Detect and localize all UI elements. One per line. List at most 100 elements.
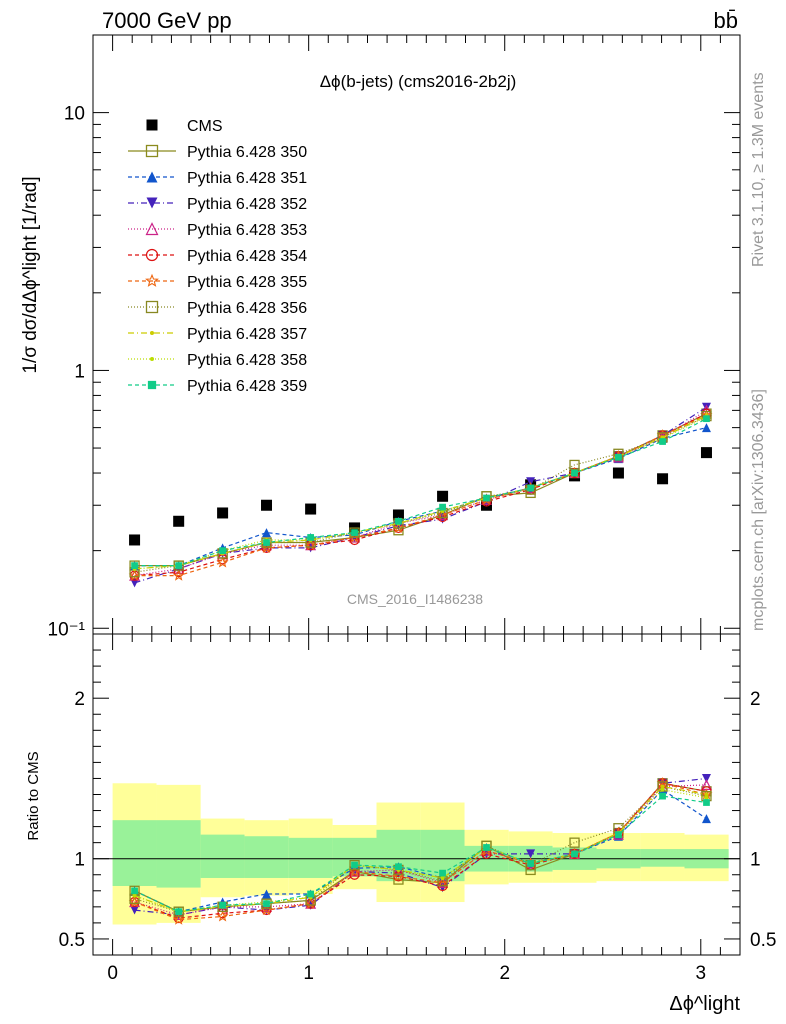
legend-marker-s355: [145, 273, 159, 287]
data-point-s359: [395, 517, 402, 525]
data-point-cms: [261, 499, 273, 511]
data-point-cms: [437, 490, 449, 502]
uncertainty-band-inner: [244, 836, 289, 878]
legend-entry-cms: CMS: [146, 118, 223, 135]
data-point-s359: [703, 415, 710, 423]
data-point-s359: [615, 454, 622, 461]
legend-marker-s353: [145, 222, 159, 236]
main-y-tick-label: 10: [64, 104, 85, 125]
ratio-line-s353: [134, 784, 707, 916]
ratio-y-tick-label: 0.5: [59, 930, 85, 951]
series-line-s357: [134, 414, 707, 570]
ratio-point-s359: [219, 901, 226, 909]
legend-marker-s356: [145, 300, 159, 314]
legend-label-s358: Pythia 6.428 358: [187, 352, 307, 369]
data-point-s359: [483, 494, 490, 502]
uncertainty-band-inner: [156, 820, 201, 888]
main-panel: 10⁻¹ 1 10: [48, 34, 741, 640]
legend-label-s356: Pythia 6.428 356: [187, 300, 307, 317]
ratio-point-s359: [175, 908, 183, 916]
legend-label-s353: Pythia 6.428 353: [187, 222, 307, 239]
legend-entry-s355: Pythia 6.428 355: [128, 273, 307, 291]
ratio-y-tick-label-right: 1: [750, 850, 761, 871]
main-y-tick-label: 1: [74, 361, 85, 382]
ratio-y-tick-label: 1: [74, 850, 85, 871]
series-s358: [132, 414, 709, 571]
mcplots-label: mcplots.cern.ch [arXiv:1306.3436]: [750, 389, 767, 631]
legend-label-s355: Pythia 6.428 355: [187, 274, 307, 291]
ratio-point-s355: [128, 895, 141, 908]
uncertainty-band-inner: [288, 837, 333, 878]
data-point-cms: [129, 534, 141, 546]
energy-label: 7000 GeV pp: [102, 8, 232, 33]
legend-entry-s353: Pythia 6.428 353: [128, 222, 307, 239]
ratio-point-s356: [173, 906, 184, 917]
ratio-y-tick-label: 2: [74, 689, 85, 710]
ratio-point-s357: [660, 784, 665, 789]
data-point-s355: [216, 556, 229, 568]
data-point-cms: [392, 509, 404, 521]
legend-entry-s352: Pythia 6.428 352: [128, 196, 307, 213]
ratio-point-s359: [351, 861, 358, 869]
series-s359: [131, 415, 710, 569]
main-y-tick-label: 10⁻¹: [48, 619, 86, 640]
ratio-point-s358: [440, 875, 445, 880]
ratio-point-s355: [216, 910, 229, 922]
legend: CMS Pythia 6.428 350 Pythia 6.428 351 Pythi…: [128, 118, 307, 395]
series-line-s358: [134, 416, 707, 570]
ratio-point-s358: [660, 787, 665, 792]
rivet-label: Rivet 3.1.10, ≥ 1.3M events: [750, 72, 767, 267]
uncertainty-band-inner: [112, 820, 157, 886]
ratio-panel: 0.5 0.5 1 1 2 2 0 1 2 3: [59, 633, 776, 984]
series-line-s355: [134, 414, 707, 577]
legend-marker-s352: [146, 197, 158, 209]
data-point-s359: [131, 562, 138, 569]
series-s355: [128, 409, 713, 581]
legend-marker-s358: [150, 357, 154, 361]
legend-marker-s351: [146, 171, 158, 183]
ratio-point-s355: [172, 913, 185, 925]
series-line-s351: [134, 427, 707, 567]
legend-marker-s357: [150, 331, 154, 335]
main-y-axis-label: 1/σ dσ/dΔϕ^light [1/rad]: [20, 176, 41, 373]
main-title: Δϕ(b-jets) (cms2016-2b2j): [320, 72, 517, 91]
ratio-point-s359: [483, 844, 490, 851]
ratio-point-s359: [659, 792, 666, 800]
legend-label-s351: Pythia 6.428 351: [187, 170, 307, 187]
data-point-s359: [527, 484, 534, 492]
data-point-cms: [217, 507, 229, 519]
ratio-point-s355: [436, 876, 449, 888]
series-s353: [129, 404, 712, 581]
series-s351: [130, 423, 711, 571]
data-point-s352: [701, 402, 711, 412]
ratio-series-s359: [131, 792, 710, 916]
x-tick-label: 1: [303, 963, 314, 984]
ratio-point-s359: [131, 887, 138, 895]
ratio-point-s359: [395, 863, 402, 871]
data-point-cms: [612, 467, 624, 479]
data-point-s359: [571, 469, 578, 477]
series-cms: [129, 447, 712, 546]
ratio-point-s352: [701, 773, 711, 783]
legend-label-s350: Pythia 6.428 350: [187, 144, 307, 161]
data-point-cms: [305, 503, 317, 515]
data-point-s352: [526, 477, 536, 487]
ratio-point-s351: [262, 889, 272, 899]
data-point-s351: [701, 423, 711, 433]
data-point-cms: [173, 515, 185, 527]
legend-entry-s358: Pythia 6.428 358: [128, 352, 307, 369]
data-point-s359: [659, 438, 666, 445]
ratio-point-s351: [701, 814, 711, 824]
ratio-y-tick-label-right: 0.5: [750, 930, 776, 951]
ratio-point-s359: [263, 900, 270, 908]
data-point-s359: [175, 562, 183, 569]
ratio-line-s351: [134, 788, 707, 913]
data-point-s355: [172, 569, 185, 581]
legend-marker-s350: [145, 144, 159, 158]
ratio-line-s358: [134, 789, 707, 913]
data-point-cms: [657, 473, 669, 485]
legend-label-cms: CMS: [187, 118, 223, 135]
ratio-y-axis-label: Ratio to CMS: [25, 751, 42, 840]
ratio-point-s359: [307, 890, 315, 898]
